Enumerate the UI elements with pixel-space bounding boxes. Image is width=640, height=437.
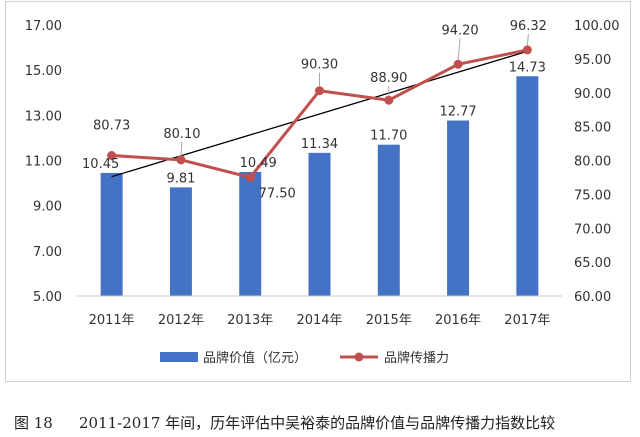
bar-data-label: 14.73 [509,60,546,75]
right-axis-tick-label: 65.00 [574,256,611,271]
x-axis-tick-label: 2011年 [89,313,135,328]
legend-label-line: 品牌传播力 [384,350,449,366]
right-axis-tick-label: 80.00 [574,155,611,170]
bar-brand-value [239,172,262,296]
line-data-label: 80.73 [93,119,130,134]
data-label-leader-line [526,33,529,46]
line-point-brand-communication [453,59,463,69]
left-axis-tick-label: 9.00 [33,200,62,215]
line-point-brand-communication [315,86,324,96]
right-axis-tick-label: 85.00 [574,121,611,136]
bar-brand-value [169,187,192,296]
data-label-leader-line [457,38,461,61]
right-axis-tick-label: 70.00 [574,222,611,237]
line-point-brand-communication [245,172,255,182]
x-axis-tick-label: 2012年 [158,313,204,328]
x-axis-tick-label: 2015年 [366,313,412,328]
bar-brand-value [100,172,123,296]
x-axis-tick-label: 2016年 [435,313,481,328]
left-axis-tick-label: 15.00 [25,64,62,79]
left-axis-tick-label: 7.00 [33,245,62,260]
line-point-brand-communication [176,155,186,165]
line-point-brand-communication [384,95,394,105]
caption-text: 2011-2017 年间，历年评估中吴裕泰的品牌价值与品牌传播力指数比较 [79,414,556,432]
bar-data-label: 12.77 [439,105,476,120]
bar-brand-value [447,120,470,296]
line-data-label: 88.90 [370,71,407,86]
line-data-label: 94.20 [441,23,478,38]
line-data-label: 96.32 [510,19,547,34]
bar-data-label: 10.45 [82,157,119,172]
left-axis-tick-label: 11.00 [25,155,62,170]
bar-data-label: 10.49 [240,156,277,171]
combo-chart: 5.00 7.00 9.00 11.00 13.00 15.00 17.00 60.00 65.… [25,19,620,366]
legend-label-bar: 品牌价值（亿元） [203,350,307,366]
data-label-leader-line [180,141,183,156]
bar-brand-value [308,152,331,296]
bar-data-label: 9.81 [166,171,195,186]
line-data-label: 77.50 [259,186,296,201]
legend-swatch-bar [160,352,198,362]
right-axis-tick-label: 100.00 [574,19,620,34]
line-data-label: 80.10 [163,127,200,142]
legend-swatch-marker [354,352,364,362]
bar-data-label: 11.70 [370,129,407,144]
x-axis-tick-label: 2013年 [227,313,273,328]
left-axis-tick-label: 17.00 [25,19,62,34]
caption-number: 图 18 [14,414,53,432]
figure-caption: 图 18 2011-2017 年间，历年评估中吴裕泰的品牌价值与品牌传播力指数比… [0,412,640,434]
line-data-label: 90.30 [301,58,338,73]
right-axis-tick-label: 90.00 [574,87,611,102]
right-axis-tick-label: 75.00 [574,188,611,203]
x-axis-tick-label: 2014年 [296,313,342,328]
bar-brand-value [377,144,400,296]
right-axis-tick-label: 60.00 [574,290,611,305]
line-point-brand-communication [522,45,532,55]
left-axis-tick-label: 5.00 [33,290,62,305]
bar-data-label: 11.34 [301,137,338,152]
bar-brand-value [516,76,539,297]
line-point-brand-communication [107,151,117,161]
right-axis-tick-label: 95.00 [574,53,611,68]
left-axis-tick-label: 13.00 [25,109,62,124]
x-axis-tick-label: 2017年 [504,313,550,328]
